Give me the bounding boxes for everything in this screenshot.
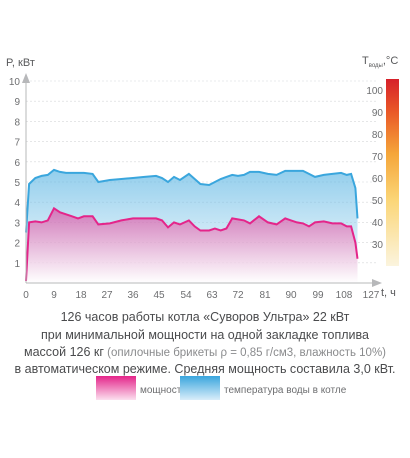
temperature-label-sub: воды bbox=[369, 63, 383, 69]
x-tick-label: 36 bbox=[127, 290, 139, 301]
temperature-tick-label: 40 bbox=[372, 218, 384, 229]
x-tick-labels: 0 9 18 27 36 45 54 63 72 81 90 99 108 127 bbox=[23, 290, 380, 301]
x-tick-label: 63 bbox=[206, 290, 218, 301]
legend-power-swatch bbox=[96, 376, 136, 400]
temperature-label-main: T bbox=[362, 55, 369, 67]
x-tick-label: 0 bbox=[23, 290, 29, 301]
temperature-scale-bar bbox=[386, 79, 399, 266]
legend-power-label: мощность bbox=[140, 385, 187, 396]
y-tick-label: 6 bbox=[14, 158, 20, 169]
power-area bbox=[26, 208, 358, 283]
x-axis-label: t, ч bbox=[381, 287, 396, 299]
caption-line-3-strong: массой 126 кг bbox=[23, 345, 104, 359]
x-axis-arrow-icon bbox=[372, 279, 382, 287]
y-tick-label: 3 bbox=[14, 218, 20, 229]
y-tick-label: 1 bbox=[14, 259, 20, 270]
caption-line-4: в автоматическом режиме. Средняя мощност… bbox=[14, 362, 396, 376]
legend-water-label: температура воды в котле bbox=[224, 385, 347, 396]
caption-line-3: массой 126 кг (опилочные брикеты ρ = 0,8… bbox=[0, 345, 410, 359]
x-tick-label: 127 bbox=[363, 290, 380, 301]
x-tick-label: 72 bbox=[232, 290, 244, 301]
caption-line-1: 126 часов работы котла «Суворов Ультра» … bbox=[60, 310, 350, 324]
temperature-tick-label: 90 bbox=[372, 108, 384, 119]
water-temperature-line bbox=[25, 168, 359, 233]
y-axis-arrow-icon bbox=[22, 73, 30, 83]
x-tick-label: 9 bbox=[51, 290, 57, 301]
legend-water-swatch bbox=[180, 376, 220, 400]
temperature-tick-label: 100 bbox=[366, 86, 383, 97]
x-tick-label: 27 bbox=[101, 290, 113, 301]
temperature-tick-label: 30 bbox=[372, 240, 384, 251]
caption-line-3-light: (опилочные брикеты ρ = 0,85 г/см3, влажн… bbox=[103, 347, 386, 359]
y-tick-label: 4 bbox=[14, 198, 20, 209]
temperature-tick-labels: 30 40 50 60 70 80 90 100 bbox=[366, 86, 383, 251]
y-axis-label: P, кВт bbox=[6, 57, 35, 69]
y-tick-label: 7 bbox=[14, 138, 20, 149]
x-tick-label: 108 bbox=[336, 290, 353, 301]
caption-line-2: при минимальной мощности на одной заклад… bbox=[41, 328, 369, 342]
x-tick-label: 18 bbox=[75, 290, 87, 301]
y-tick-label: 9 bbox=[14, 97, 20, 108]
temperature-tick-label: 80 bbox=[372, 130, 384, 141]
power-line bbox=[25, 206, 359, 282]
temperature-tick-label: 70 bbox=[372, 152, 384, 163]
temperature-label-unit: ,°C bbox=[383, 55, 398, 67]
temperature-tick-label: 60 bbox=[372, 174, 384, 185]
x-tick-label: 45 bbox=[153, 290, 165, 301]
x-tick-label: 81 bbox=[259, 290, 271, 301]
legend-power: мощность bbox=[96, 376, 187, 400]
x-tick-label: 54 bbox=[180, 290, 192, 301]
y-tick-label: 10 bbox=[9, 77, 21, 88]
y-tick-labels: 1 2 3 4 5 6 7 8 9 10 bbox=[9, 77, 21, 270]
x-tick-label: 99 bbox=[312, 290, 324, 301]
y-tick-label: 8 bbox=[14, 117, 20, 128]
y-tick-label: 2 bbox=[14, 239, 20, 250]
legend-water: температура воды в котле bbox=[180, 376, 346, 400]
y-tick-label: 5 bbox=[14, 178, 20, 189]
x-tick-label: 90 bbox=[285, 290, 297, 301]
temperature-tick-label: 50 bbox=[372, 196, 384, 207]
temperature-label: Tводы,°C bbox=[362, 55, 398, 69]
